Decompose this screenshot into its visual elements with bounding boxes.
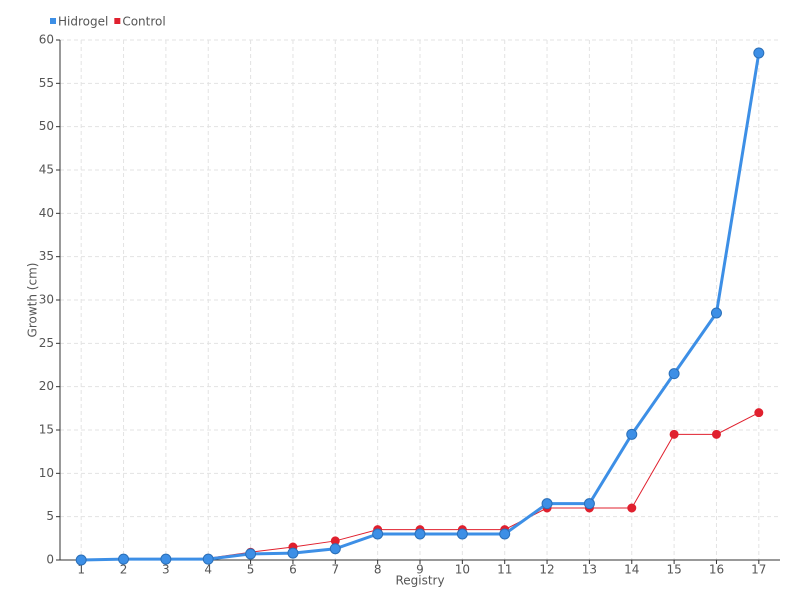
legend-label: Hidrogel bbox=[58, 15, 108, 29]
y-tick-label: 20 bbox=[39, 379, 54, 393]
data-point bbox=[541, 498, 553, 510]
y-tick-label: 45 bbox=[39, 163, 54, 177]
x-tick-label: 8 bbox=[374, 563, 382, 577]
data-point bbox=[626, 428, 638, 440]
data-point bbox=[160, 553, 172, 565]
data-point bbox=[753, 47, 765, 59]
data-point bbox=[329, 543, 341, 555]
x-tick-label: 13 bbox=[582, 563, 597, 577]
data-point bbox=[414, 528, 426, 540]
y-tick-label: 40 bbox=[39, 206, 54, 220]
y-tick-label: 35 bbox=[39, 249, 54, 263]
data-point bbox=[668, 368, 680, 380]
x-tick-label: 9 bbox=[416, 563, 424, 577]
data-point bbox=[583, 498, 595, 510]
data-point bbox=[711, 429, 721, 439]
data-point bbox=[118, 553, 130, 565]
data-point bbox=[627, 503, 637, 513]
y-tick-label: 5 bbox=[46, 509, 54, 523]
data-point bbox=[75, 554, 87, 566]
y-tick-label: 60 bbox=[39, 33, 54, 47]
data-point bbox=[754, 408, 764, 418]
x-tick-label: 7 bbox=[331, 563, 339, 577]
data-point bbox=[245, 548, 257, 560]
x-tick-label: 14 bbox=[624, 563, 639, 577]
x-axis-label: Registry bbox=[395, 574, 444, 588]
x-tick-label: 6 bbox=[289, 563, 297, 577]
y-tick-label: 25 bbox=[39, 336, 54, 350]
x-tick-label: 12 bbox=[539, 563, 554, 577]
y-tick-label: 10 bbox=[39, 466, 54, 480]
x-tick-label: 17 bbox=[751, 563, 766, 577]
y-tick-label: 15 bbox=[39, 423, 54, 437]
legend-label: Control bbox=[122, 15, 165, 29]
y-tick-label: 50 bbox=[39, 119, 54, 133]
x-tick-label: 3 bbox=[162, 563, 170, 577]
x-tick-label: 5 bbox=[247, 563, 255, 577]
legend-swatch bbox=[114, 18, 121, 24]
data-point bbox=[499, 528, 511, 540]
legend-swatch bbox=[50, 18, 56, 24]
y-tick-label: 30 bbox=[39, 293, 54, 307]
x-tick-label: 4 bbox=[204, 563, 212, 577]
data-point bbox=[669, 429, 679, 439]
x-tick-label: 11 bbox=[497, 563, 512, 577]
data-point bbox=[456, 528, 468, 540]
x-tick-label: 1 bbox=[77, 563, 85, 577]
data-point bbox=[202, 553, 214, 565]
x-tick-label: 10 bbox=[455, 563, 470, 577]
y-axis-label: Growth (cm) bbox=[26, 263, 40, 338]
x-tick-label: 16 bbox=[709, 563, 724, 577]
y-tick-label: 55 bbox=[39, 76, 54, 90]
x-tick-label: 15 bbox=[666, 563, 681, 577]
data-point bbox=[287, 547, 299, 559]
data-point bbox=[372, 528, 384, 540]
x-tick-label: 2 bbox=[120, 563, 128, 577]
y-tick-label: 0 bbox=[46, 553, 54, 567]
data-point bbox=[710, 307, 722, 319]
